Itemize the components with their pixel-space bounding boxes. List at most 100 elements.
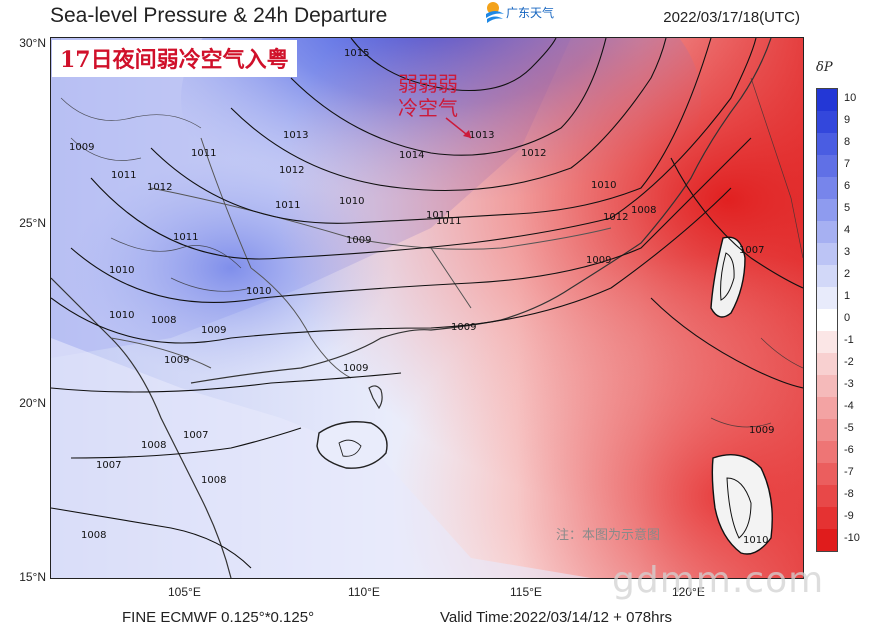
lat-label: 30°N (19, 36, 46, 50)
colorbar-swatch (817, 265, 837, 287)
isobar-label: 1011 (173, 232, 198, 243)
colorbar-swatch (817, 463, 837, 485)
colorbar-swatch (817, 155, 837, 177)
colorbar-label: 3 (844, 246, 851, 258)
isobar-label: 1010 (109, 265, 134, 276)
isobar-label: 1008 (201, 475, 226, 486)
colorbar-label: 5 (844, 202, 851, 214)
isobar-label: 1010 (339, 196, 364, 207)
isobar-label: 1011 (275, 200, 300, 211)
coastline (51, 38, 772, 578)
annotation-line: 弱弱弱 (398, 72, 458, 96)
annotation-line: 冷空气 (398, 96, 458, 120)
isobar-label: 1009 (164, 355, 189, 366)
colorbar-label: -10 (844, 532, 860, 544)
colorbar-label: -7 (844, 466, 854, 478)
colorbar-label: -6 (844, 444, 854, 456)
fine-contours (60, 77, 803, 428)
isobar-label: 1007 (96, 460, 121, 471)
lon-label: 115°E (510, 585, 542, 599)
model-label: FINE ECMWF 0.125°*0.125° (122, 609, 315, 626)
isobar-label: 1009 (201, 325, 226, 336)
logo-text: 广东天气 (506, 6, 555, 20)
colorbar-swatch (817, 89, 837, 111)
colorbar-label: -4 (844, 400, 854, 412)
colorbar-label: -3 (844, 378, 854, 390)
colorbar-swatch (817, 529, 837, 551)
lat-label: 20°N (19, 396, 46, 410)
isobar-label: 1009 (586, 255, 611, 266)
isobar-label: 1009 (451, 322, 476, 333)
isobar-label: 1009 (69, 142, 94, 153)
colorbar-swatch (817, 177, 837, 199)
colorbar-swatch (817, 375, 837, 397)
isobar-label: 1009 (346, 235, 371, 246)
colorbar-swatch (817, 331, 837, 353)
colorbar-label: 7 (844, 158, 851, 170)
colorbar-swatch (817, 419, 837, 441)
colorbar-swatch (817, 199, 837, 221)
isobar-label: 1008 (141, 440, 166, 451)
isobar-label: 1010 (246, 286, 271, 297)
isobars (51, 38, 803, 569)
schematic-note: 注：本图为示意图 (556, 528, 661, 543)
isobar-label: 1013 (283, 130, 308, 141)
isobar-label: 1011 (436, 216, 461, 227)
isobar-label: 1011 (111, 170, 136, 181)
colorbar-label: 8 (844, 136, 851, 148)
hainan-contour (338, 439, 362, 457)
isobar-label: 1015 (344, 48, 369, 59)
colorbar-label: 2 (844, 268, 851, 280)
map-canvas: 1015 1014 1013 1013 1012 1012 1012 1011 … (51, 38, 803, 578)
colorbar-label: 1 (844, 290, 851, 302)
lon-label: 110°E (348, 585, 380, 599)
guangdong-weather-logo: 广东天气 (484, 0, 594, 30)
province-borders (110, 137, 612, 379)
colorbar-swatch (817, 485, 837, 507)
weather-logo-icon (486, 2, 504, 23)
colorbar-label: 10 (844, 92, 857, 104)
colorbar-swatch (817, 111, 837, 133)
lon-label: 120°E (672, 585, 705, 599)
pressure-map: 1015 1014 1013 1013 1012 1012 1012 1011 … (50, 37, 804, 579)
luzon-contour (726, 477, 752, 539)
colorbar-label: -9 (844, 510, 854, 522)
arrow-head (463, 130, 471, 138)
colorbar-label: -8 (844, 488, 854, 500)
isobar-label: 1012 (147, 182, 172, 193)
colorbar-swatch (817, 243, 837, 265)
lon-label: 105°E (168, 585, 201, 599)
isobar-label: 1012 (603, 212, 628, 223)
colorbar-label: 0 (844, 312, 851, 324)
forecast-datetime: 2022/03/17/18(UTC) (663, 9, 800, 26)
colorbar-swatch (817, 287, 837, 309)
colorbar-swatch (817, 397, 837, 419)
caption-box: 17日夜间弱冷空气入粤 (52, 40, 297, 77)
isobar-label: 1009 (343, 363, 368, 374)
taiwan-contour (720, 252, 735, 301)
colorbar-swatch (817, 353, 837, 375)
isobar-label: 1008 (81, 530, 106, 541)
lat-label: 15°N (19, 570, 46, 584)
isobar-label: 1009 (749, 425, 774, 436)
isobar-label: 1007 (183, 430, 208, 441)
cold-air-annotation: 弱弱弱 冷空气 (398, 72, 458, 120)
isobar-label: 1014 (399, 150, 424, 161)
isobar-label: 1011 (426, 210, 451, 221)
colorbar-label: 9 (844, 114, 851, 126)
colorbar-title: δP (816, 60, 833, 75)
isobar-label: 1010 (109, 310, 134, 321)
valid-time: Valid Time:2022/03/14/12 + 078hrs (440, 609, 672, 626)
colorbar-label: -2 (844, 356, 854, 368)
colorbar-swatch (817, 507, 837, 529)
hainan-island (316, 421, 388, 469)
isobar-label: 1008 (631, 205, 656, 216)
colorbar (816, 88, 838, 552)
isobar-label: 1010 (591, 180, 616, 191)
colorbar-label: -5 (844, 422, 854, 434)
isobar-label: 1012 (521, 148, 546, 159)
colorbar-swatch (817, 309, 837, 331)
lat-label: 25°N (19, 216, 46, 230)
colorbar-swatch (817, 133, 837, 155)
isobar-label: 1008 (151, 315, 176, 326)
